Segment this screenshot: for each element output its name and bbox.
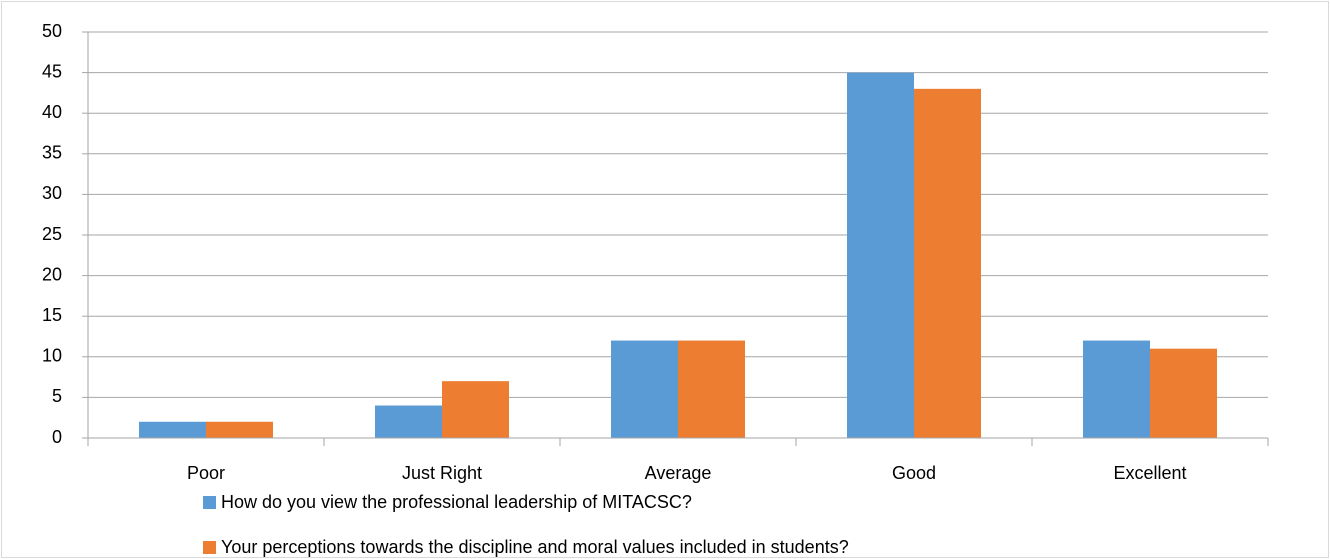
bar [914,88,981,438]
y-tick-label: 45 [42,61,62,81]
bar [678,340,745,438]
x-tick-label: Excellent [1113,463,1186,483]
bar [375,405,442,438]
x-tick-label: Good [892,463,936,483]
legend-label: Your perceptions towards the discipline … [221,537,849,557]
bar [139,421,206,438]
y-tick-label: 25 [42,224,62,244]
y-tick-label: 0 [52,427,62,447]
legend-swatch [203,496,216,509]
y-tick-label: 50 [42,21,62,41]
bar [611,340,678,438]
y-tick-label: 10 [42,346,62,366]
y-tick-label: 40 [42,102,62,122]
y-tick-label: 15 [42,305,62,325]
y-tick-label: 20 [42,264,62,284]
y-tick-label: 30 [42,183,62,203]
x-tick-label: Average [645,463,712,483]
bar [442,381,509,438]
legend-label: How do you view the professional leaders… [221,492,692,512]
y-tick-label: 35 [42,143,62,163]
bar [206,421,273,438]
x-tick-label: Poor [187,463,225,483]
bar [1150,348,1217,438]
bar [847,72,914,438]
y-tick-label: 5 [52,386,62,406]
legend-swatch [203,541,216,554]
bar [1083,340,1150,438]
x-tick-label: Just Right [402,463,482,483]
